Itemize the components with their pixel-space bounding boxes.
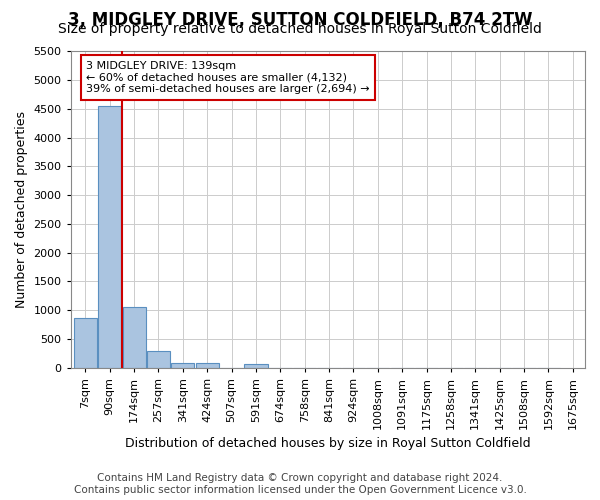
- Bar: [244, 364, 268, 368]
- Text: 3, MIDGLEY DRIVE, SUTTON COLDFIELD, B74 2TW: 3, MIDGLEY DRIVE, SUTTON COLDFIELD, B74 …: [68, 11, 532, 29]
- Bar: [171, 363, 194, 368]
- Text: Contains HM Land Registry data © Crown copyright and database right 2024.
Contai: Contains HM Land Registry data © Crown c…: [74, 474, 526, 495]
- Bar: [74, 318, 97, 368]
- Bar: [98, 106, 121, 368]
- Text: 3 MIDGLEY DRIVE: 139sqm
← 60% of detached houses are smaller (4,132)
39% of semi: 3 MIDGLEY DRIVE: 139sqm ← 60% of detache…: [86, 61, 370, 94]
- Y-axis label: Number of detached properties: Number of detached properties: [15, 111, 28, 308]
- Bar: [122, 308, 146, 368]
- Text: Size of property relative to detached houses in Royal Sutton Coldfield: Size of property relative to detached ho…: [58, 22, 542, 36]
- Bar: [147, 351, 170, 368]
- Bar: [196, 364, 219, 368]
- X-axis label: Distribution of detached houses by size in Royal Sutton Coldfield: Distribution of detached houses by size …: [125, 437, 530, 450]
